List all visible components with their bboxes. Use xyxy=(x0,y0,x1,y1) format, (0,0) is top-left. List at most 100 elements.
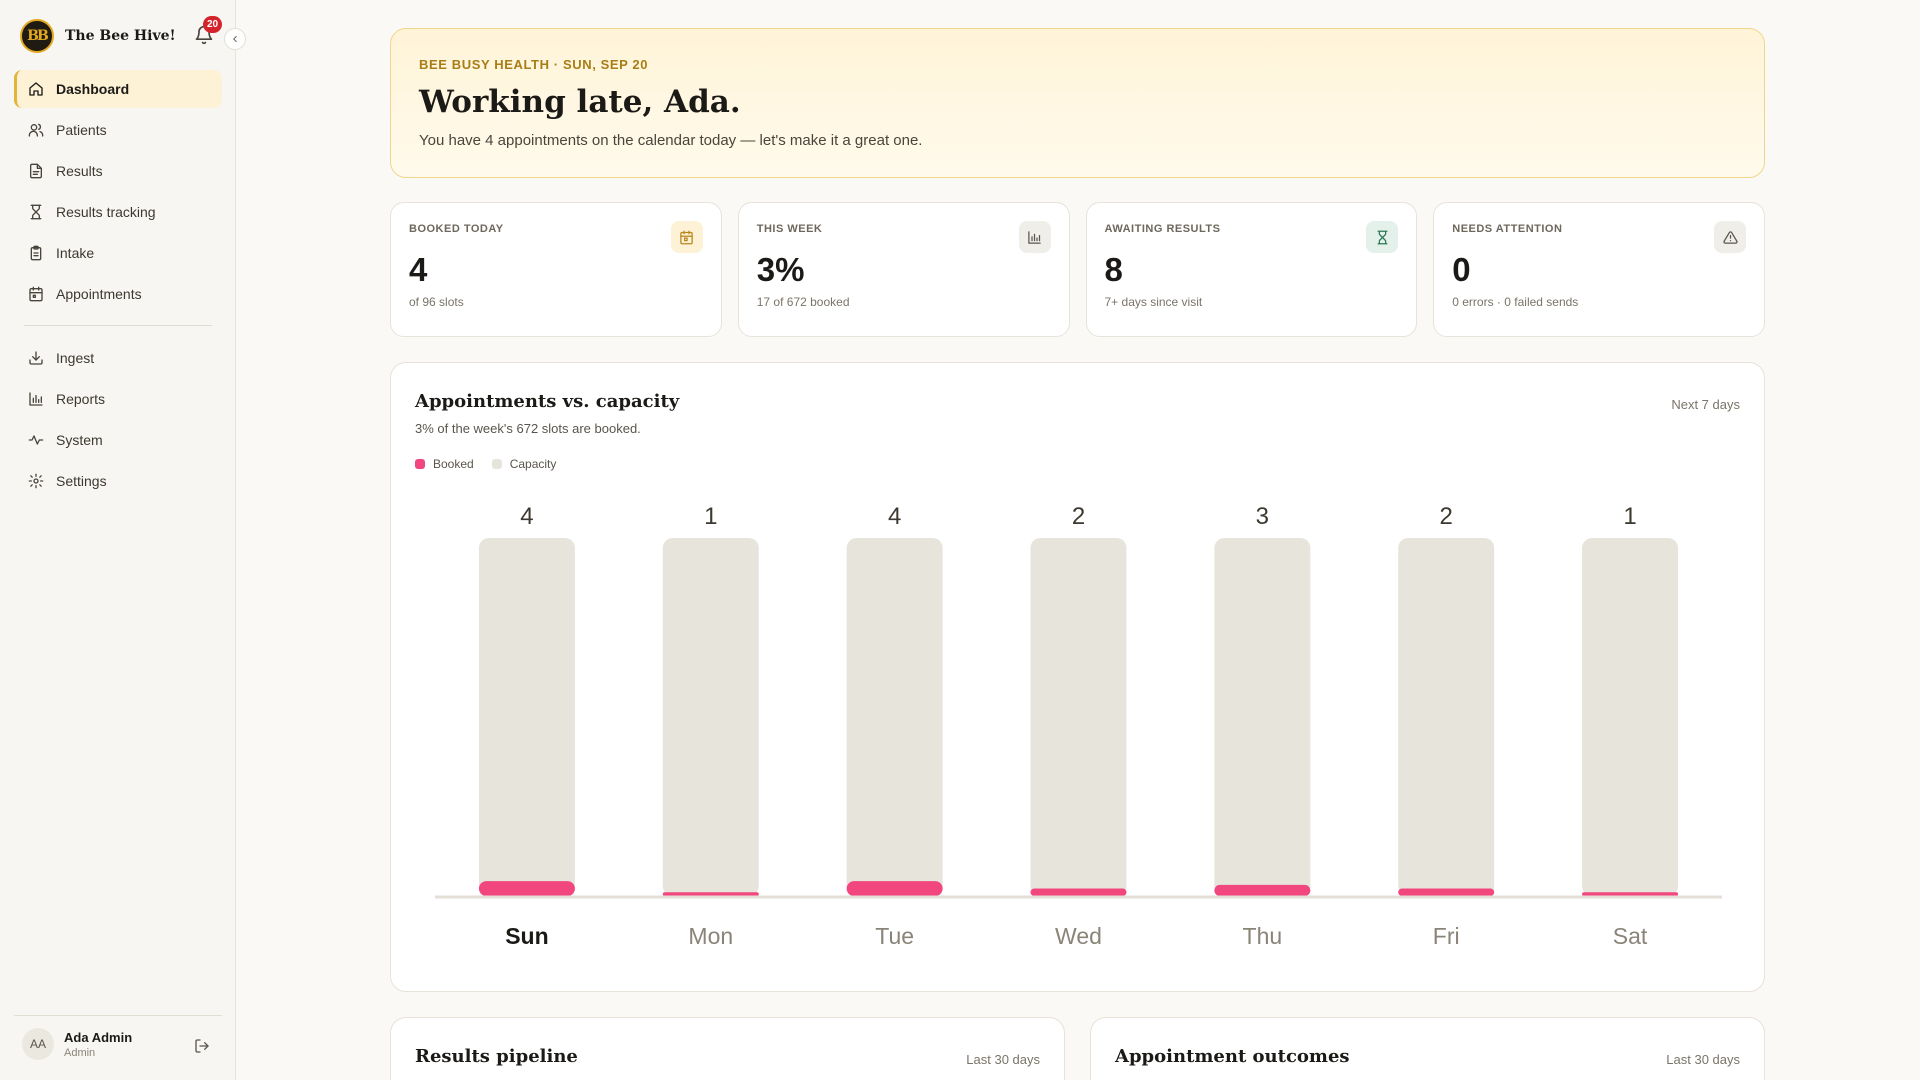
clipboard-icon xyxy=(30,245,42,261)
stat-value: 3% xyxy=(756,251,805,288)
user-role: Admin xyxy=(64,1046,96,1059)
x-tick-label: Wed xyxy=(1055,923,1102,949)
stat-value: 0 xyxy=(1452,251,1471,288)
notification-badge: 20 xyxy=(203,16,223,33)
stat-value: 4 xyxy=(409,251,428,288)
legend-label: Booked xyxy=(433,457,474,471)
sidebar-item-label: System xyxy=(56,432,103,448)
brand-name: The Bee Hive! xyxy=(65,28,176,44)
sidebar-item-label: Patients xyxy=(56,122,107,138)
sidebar-item-label: Dashboard xyxy=(56,81,130,97)
appointment-outcomes-card: Appointment outcomes Last 30 days xyxy=(1090,1017,1765,1080)
stat-sub: of 96 slots xyxy=(409,295,464,309)
welcome-banner: BEE BUSY HEALTH · SUN, SEP 20 Working la… xyxy=(390,28,1765,178)
sidebar-item-system[interactable]: System xyxy=(14,421,222,459)
sidebar-item-results[interactable]: Results xyxy=(14,152,222,190)
card-range[interactable]: Last 30 days xyxy=(1666,1052,1740,1067)
stat-value: 8 xyxy=(1104,251,1123,288)
avatar: AA xyxy=(22,1028,54,1060)
sidebar-item-label: Ingest xyxy=(56,350,95,366)
user-name: Ada Admin xyxy=(64,1029,133,1045)
legend-item-capacity: Capacity xyxy=(491,457,557,471)
bar-value-label: 2 xyxy=(1072,503,1085,530)
legend-swatch-booked xyxy=(415,459,425,469)
chevron-left-icon xyxy=(233,35,237,43)
page-title: Working late, Ada. xyxy=(419,84,741,120)
stat-sub: 7+ days since visit xyxy=(1104,295,1203,309)
chart-range[interactable]: Next 7 days xyxy=(1671,397,1740,412)
x-tick-label: Sun xyxy=(505,923,548,949)
stat-label: NEEDS ATTENTION xyxy=(1452,223,1563,235)
hero-eyebrow: BEE BUSY HEALTH · SUN, SEP 20 xyxy=(419,57,649,72)
file-icon xyxy=(30,163,42,179)
booked-bar xyxy=(662,892,759,896)
sidebar-item-label: Settings xyxy=(56,473,107,489)
booked-bar xyxy=(1214,884,1311,896)
bar-value-label: 4 xyxy=(520,503,533,530)
legend-item-booked: Booked xyxy=(415,457,474,471)
sidebar-item-label: Results tracking xyxy=(56,204,156,220)
sidebar-item-label: Intake xyxy=(56,245,95,261)
gear-icon xyxy=(28,473,44,489)
bar-value-label: 2 xyxy=(1440,503,1453,530)
stat-card-awaiting-results[interactable]: AWAITING RESULTS 8 7+ days since visit xyxy=(1085,202,1418,337)
booked-bar xyxy=(1398,888,1495,896)
sidebar-item-results-tracking[interactable]: Results tracking xyxy=(14,193,222,231)
brand[interactable]: BB The Bee Hive! xyxy=(20,19,176,53)
main-nav: Dashboard Patients Results Results tracking… xyxy=(14,70,222,503)
stat-label: BOOKED TODAY xyxy=(409,223,504,235)
stat-card-this-week[interactable]: THIS WEEK 3% 17 of 672 booked xyxy=(737,202,1070,337)
hero-subtitle: You have 4 appointments on the calendar … xyxy=(419,132,923,149)
bar-value-label: 4 xyxy=(888,503,901,530)
sidebar-item-appointments[interactable]: Appointments xyxy=(14,275,222,313)
bar-chart-icon xyxy=(29,392,43,406)
chart-legend: Booked Capacity xyxy=(415,457,574,471)
stat-sub: 0 errors · 0 failed sends xyxy=(1452,295,1579,309)
hourglass-icon xyxy=(30,204,42,220)
activity-icon xyxy=(28,435,44,445)
sidebar-item-ingest[interactable]: Ingest xyxy=(14,339,222,377)
sidebar-item-reports[interactable]: Reports xyxy=(14,380,222,418)
user-profile[interactable]: AA Ada Admin Admin xyxy=(14,1015,222,1060)
chart-title: Appointments vs. capacity xyxy=(415,391,680,412)
bar-value-label: 1 xyxy=(704,503,717,530)
capacity-bar xyxy=(846,538,943,896)
sidebar: BB The Bee Hive! 20 Dashboard Patients Res… xyxy=(0,0,246,1080)
booked-bar xyxy=(478,881,575,896)
sidebar-item-intake[interactable]: Intake xyxy=(14,234,222,272)
logout-icon[interactable] xyxy=(194,1038,210,1054)
bar-chart-icon xyxy=(1018,221,1051,253)
card-title: Appointment outcomes xyxy=(1115,1046,1350,1067)
capacity-bar xyxy=(1582,538,1679,896)
calendar-icon xyxy=(670,221,703,253)
hourglass-icon xyxy=(1366,221,1399,253)
capacity-bar xyxy=(1214,538,1311,896)
legend-swatch-capacity xyxy=(491,459,502,469)
chart-subtitle: 3% of the week's 672 slots are booked. xyxy=(415,421,641,436)
bar-value-label: 3 xyxy=(1256,503,1269,530)
users-icon xyxy=(28,123,44,137)
appointments-capacity-card: Appointments vs. capacity 3% of the week… xyxy=(390,362,1765,992)
booked-bar xyxy=(1582,892,1679,896)
nav-divider xyxy=(24,325,212,326)
x-tick-label: Fri xyxy=(1433,923,1460,949)
brand-logo: BB xyxy=(20,19,54,53)
calendar-icon xyxy=(29,286,43,302)
sidebar-item-settings[interactable]: Settings xyxy=(14,462,222,500)
x-tick-label: Tue xyxy=(875,923,914,949)
stat-card-booked-today[interactable]: BOOKED TODAY 4 of 96 slots xyxy=(390,202,722,337)
results-pipeline-card: Results pipeline Last 30 days xyxy=(390,1017,1065,1080)
collapse-sidebar-button[interactable] xyxy=(224,28,246,50)
sidebar-item-patients[interactable]: Patients xyxy=(14,111,222,149)
appointments-bar-chart: 4 Sun 1 Mon 4 Tue 2 Wed 3 Thu 2 Fri 1 Sat xyxy=(435,503,1722,949)
stat-card-needs-attention[interactable]: NEEDS ATTENTION 0 0 errors · 0 failed se… xyxy=(1433,202,1765,337)
sidebar-item-label: Results xyxy=(56,163,103,179)
capacity-bar xyxy=(478,538,575,896)
bar-value-label: 1 xyxy=(1623,503,1636,530)
card-range[interactable]: Last 30 days xyxy=(966,1052,1040,1067)
brand-logo-text: BB xyxy=(27,28,49,44)
sidebar-item-dashboard[interactable]: Dashboard xyxy=(14,70,222,108)
legend-label: Capacity xyxy=(509,457,557,471)
download-icon xyxy=(29,351,43,365)
capacity-bar xyxy=(1398,538,1495,896)
